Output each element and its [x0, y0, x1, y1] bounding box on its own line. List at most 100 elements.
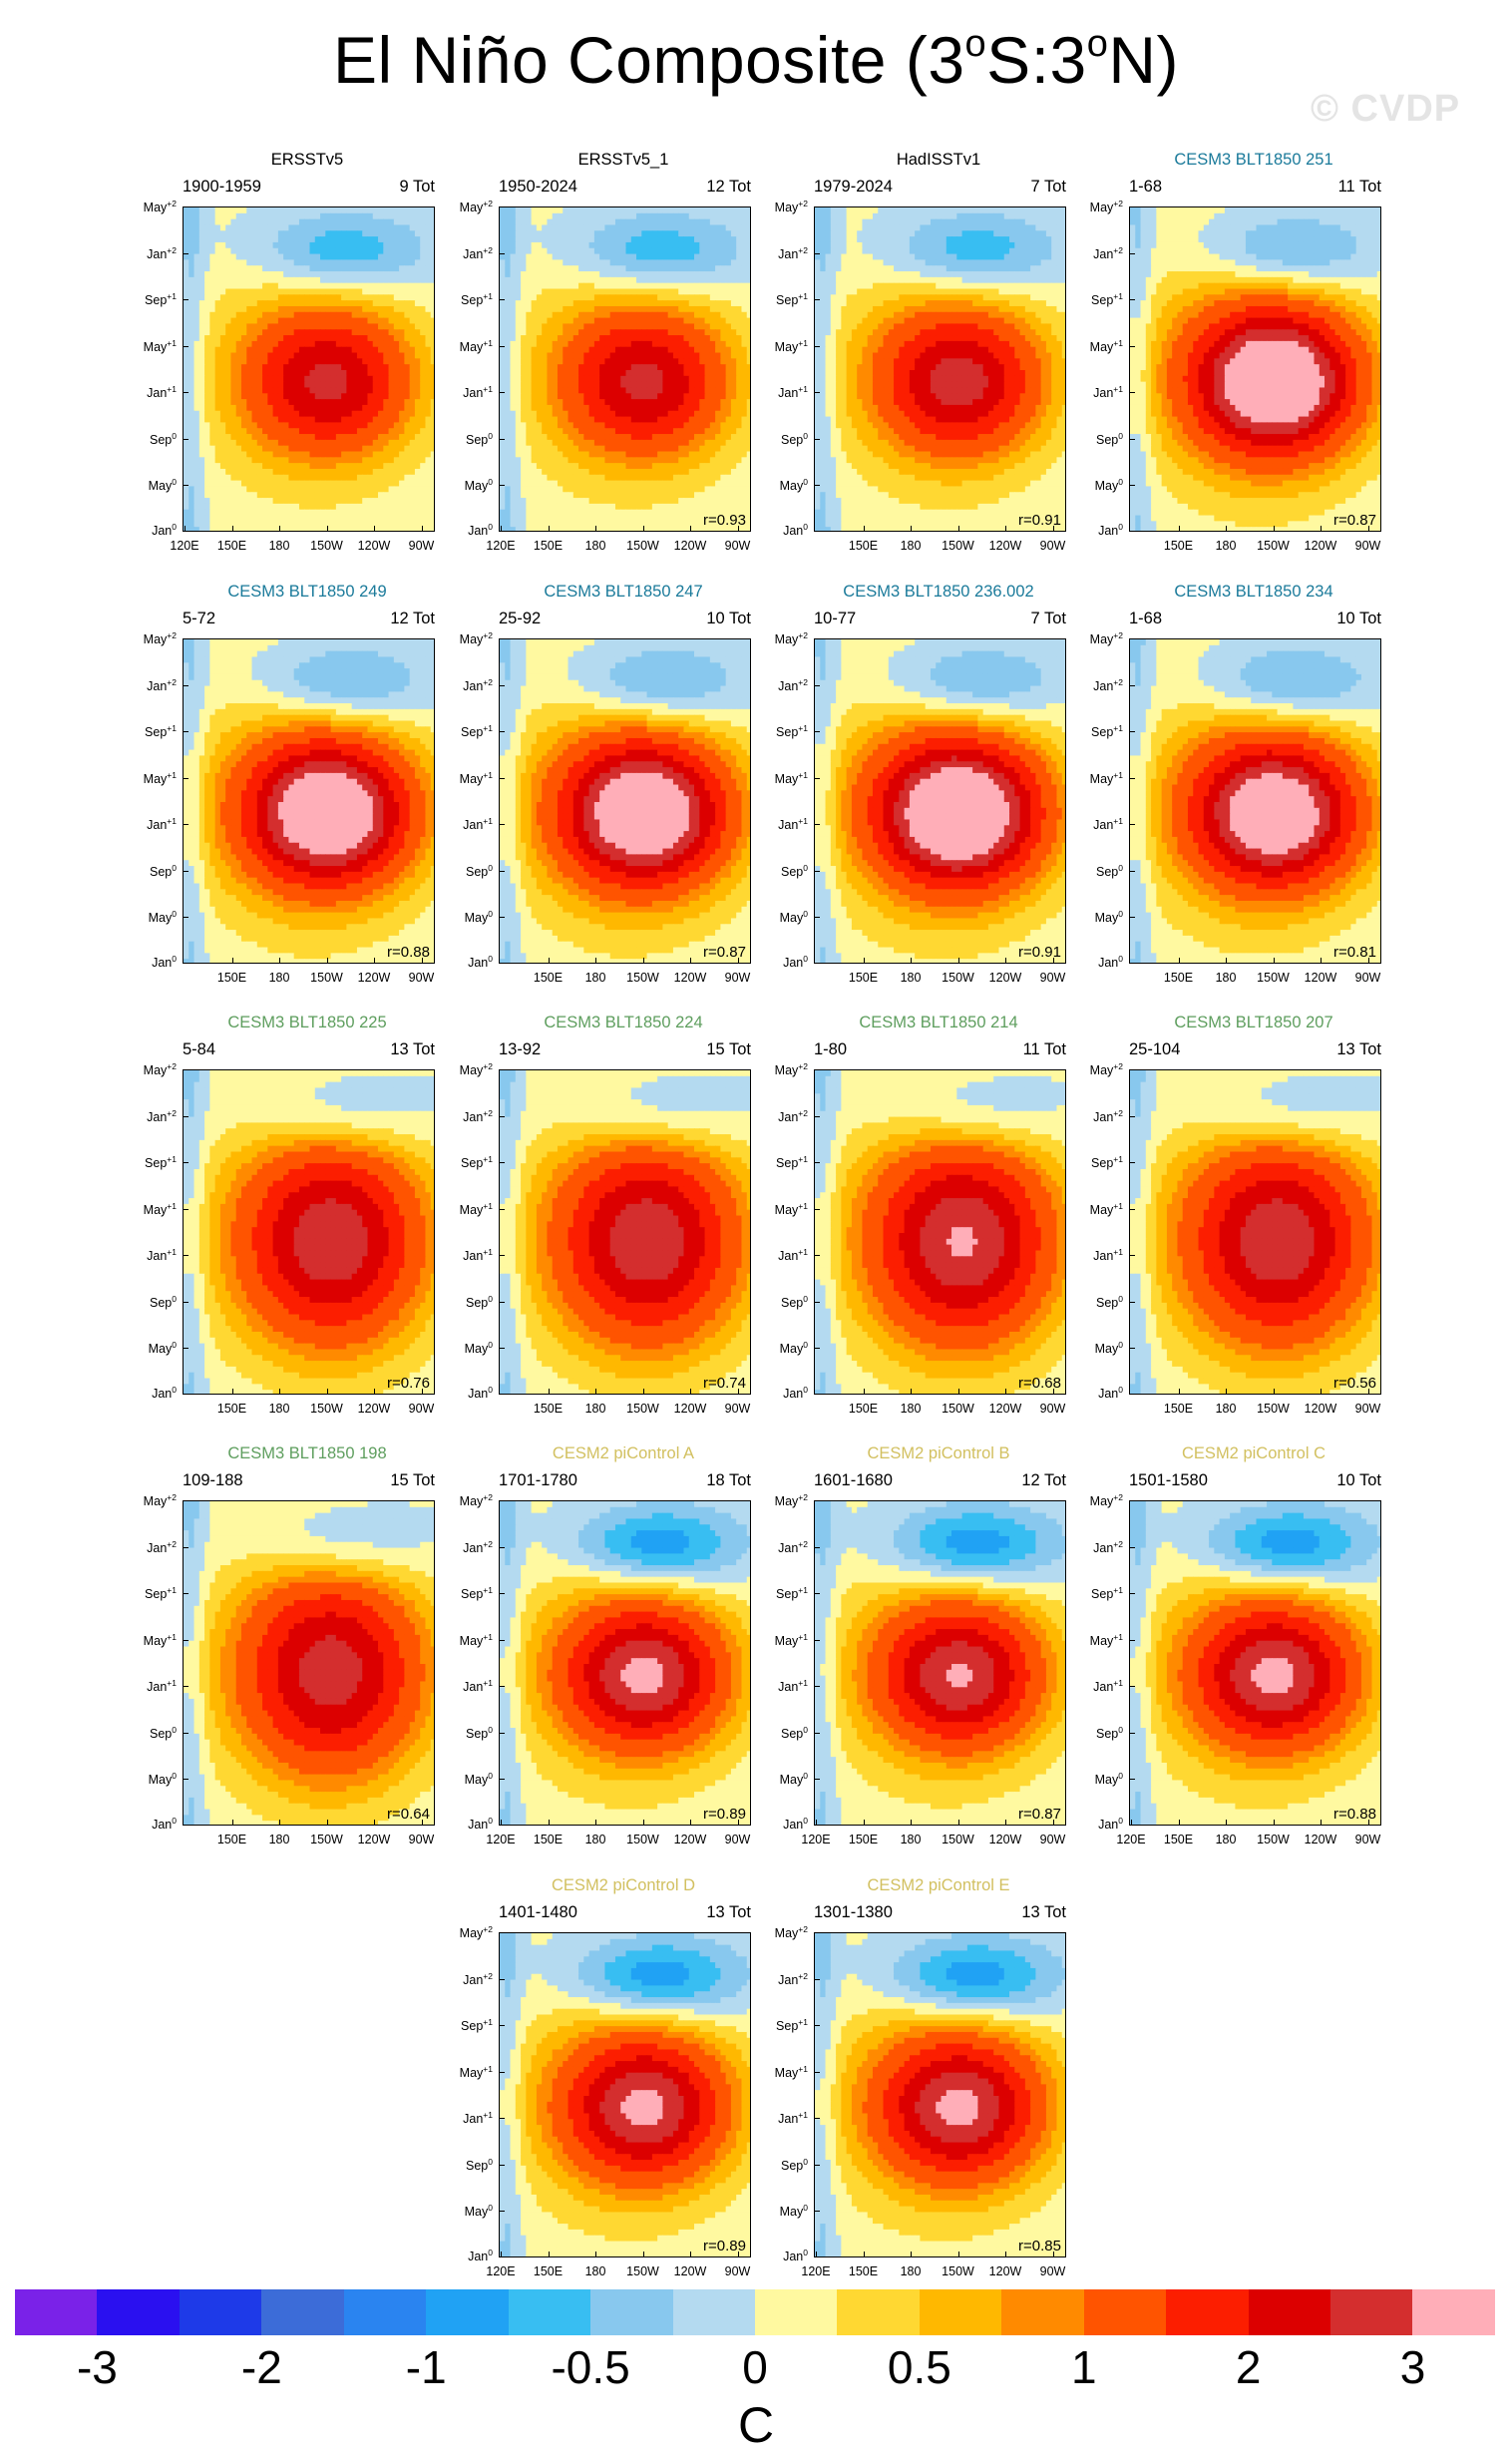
field-cell [430, 463, 434, 470]
field-cell [715, 393, 721, 400]
field-cell [567, 387, 574, 394]
field-cell [725, 294, 732, 301]
field-cell [609, 474, 616, 482]
field-cell [583, 300, 590, 307]
field-cell [267, 288, 274, 295]
field-cell [599, 468, 606, 476]
field-cell [341, 527, 347, 531]
field-cell [235, 259, 242, 266]
field-cell [578, 236, 584, 243]
field-cell [293, 329, 300, 336]
field-cell [662, 317, 669, 325]
field-cell [383, 224, 390, 231]
field-cell [662, 416, 669, 423]
field-cell [335, 218, 342, 226]
field-cell [184, 340, 189, 348]
field-cell [320, 515, 326, 522]
field-cell [267, 515, 274, 522]
field-cell [277, 387, 284, 394]
field-cell [367, 527, 374, 531]
field-cell [404, 410, 411, 418]
field-cell [362, 323, 369, 330]
field-cell [219, 468, 226, 476]
field-cell [420, 253, 427, 260]
field-cell [277, 329, 284, 336]
field-cell [219, 515, 226, 522]
field-cell [430, 212, 434, 220]
field-cell [583, 387, 590, 394]
field-cell [378, 323, 384, 330]
field-cell [521, 364, 527, 371]
field-cell [588, 259, 595, 266]
field-cell [314, 276, 321, 284]
field-cell [351, 486, 358, 493]
field-cell [636, 207, 642, 214]
field-cell [531, 416, 538, 423]
field-cell [193, 265, 200, 272]
field-cell [567, 265, 574, 272]
field-cell [526, 317, 533, 325]
field-cell [699, 212, 706, 220]
field-cell [430, 521, 434, 528]
field-cell [531, 241, 538, 249]
field-cell [193, 305, 200, 313]
field-cell [372, 474, 379, 482]
field-cell [204, 288, 210, 295]
field-cell [515, 340, 522, 348]
field-cell [557, 230, 564, 237]
field-cell [283, 288, 290, 295]
field-cell [614, 230, 621, 237]
field-cell [283, 498, 290, 505]
field-cell [246, 282, 253, 290]
field-cell [552, 410, 559, 418]
field-cell [378, 236, 384, 243]
field-cell [298, 340, 305, 348]
field-cell [636, 375, 642, 383]
field-cell [646, 212, 653, 220]
field-cell [552, 300, 559, 307]
field-cell [536, 259, 543, 266]
field-cell [230, 474, 237, 482]
field-cell [588, 329, 595, 336]
field-cell [614, 329, 621, 336]
field-cell [399, 271, 405, 278]
field-cell [620, 399, 627, 406]
field-cell [256, 276, 263, 284]
field-cell [688, 294, 695, 301]
field-cell [709, 416, 716, 423]
field-cell [741, 335, 748, 342]
field-cell [526, 428, 533, 435]
field-cell [198, 323, 205, 330]
field-cell [599, 381, 606, 389]
field-cell [309, 375, 316, 383]
field-cell [209, 247, 216, 255]
field-cell [557, 323, 564, 330]
field-cell [393, 294, 400, 301]
field-cell [552, 236, 559, 243]
field-cell [609, 463, 616, 470]
field-cell [672, 463, 679, 470]
field-cell [325, 300, 332, 307]
field-cell [620, 352, 627, 359]
field-cell [720, 300, 727, 307]
field-cell [526, 230, 533, 237]
field-cell [630, 271, 637, 278]
field-cell [251, 422, 258, 429]
field-cell [335, 387, 342, 394]
field-cell [515, 393, 522, 400]
field-cell [614, 236, 621, 243]
field-cell [272, 241, 279, 249]
field-cell [420, 375, 427, 383]
field-cell [531, 404, 538, 412]
field-cell [356, 527, 363, 531]
field-cell [409, 422, 416, 429]
field-cell [346, 445, 353, 453]
field-cell [235, 527, 242, 531]
field-cell [599, 340, 606, 348]
field-cell [636, 224, 642, 231]
field-cell [235, 468, 242, 476]
field-cell [646, 329, 653, 336]
field-cell [356, 404, 363, 412]
field-cell [351, 509, 358, 517]
field-cell [683, 346, 690, 354]
